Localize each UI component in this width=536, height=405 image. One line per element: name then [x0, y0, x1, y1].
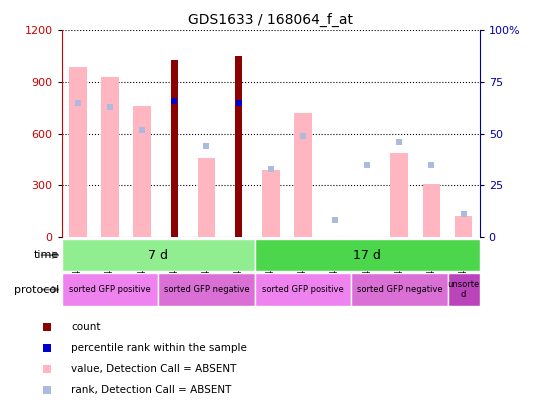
Bar — [158, 273, 255, 306]
Bar — [390, 153, 408, 237]
Bar — [255, 273, 351, 306]
Text: percentile rank within the sample: percentile rank within the sample — [71, 343, 247, 353]
Title: GDS1633 / 168064_f_at: GDS1633 / 168064_f_at — [188, 13, 353, 27]
Bar — [62, 273, 158, 306]
Bar — [69, 66, 87, 237]
Text: sorted GFP positive: sorted GFP positive — [69, 285, 151, 294]
Text: sorted GFP positive: sorted GFP positive — [262, 285, 344, 294]
Bar — [351, 273, 448, 306]
Text: 17 d: 17 d — [353, 249, 381, 262]
Text: protocol: protocol — [14, 285, 59, 294]
Bar — [294, 113, 311, 237]
Bar — [423, 183, 441, 237]
Bar — [133, 106, 151, 237]
Text: count: count — [71, 322, 101, 332]
Text: sorted GFP negative: sorted GFP negative — [356, 285, 442, 294]
Bar — [198, 158, 215, 237]
Bar — [101, 77, 119, 237]
Bar — [235, 56, 242, 237]
Bar — [455, 216, 473, 237]
Text: value, Detection Call = ABSENT: value, Detection Call = ABSENT — [71, 364, 236, 374]
Bar — [255, 239, 480, 271]
Bar — [448, 273, 480, 306]
Text: 7 d: 7 d — [148, 249, 168, 262]
Bar — [262, 170, 280, 237]
Text: unsorte
d: unsorte d — [448, 280, 480, 299]
Text: sorted GFP negative: sorted GFP negative — [163, 285, 249, 294]
Text: time: time — [34, 250, 59, 260]
Bar — [62, 239, 255, 271]
Bar — [170, 60, 178, 237]
Text: rank, Detection Call = ABSENT: rank, Detection Call = ABSENT — [71, 385, 232, 395]
